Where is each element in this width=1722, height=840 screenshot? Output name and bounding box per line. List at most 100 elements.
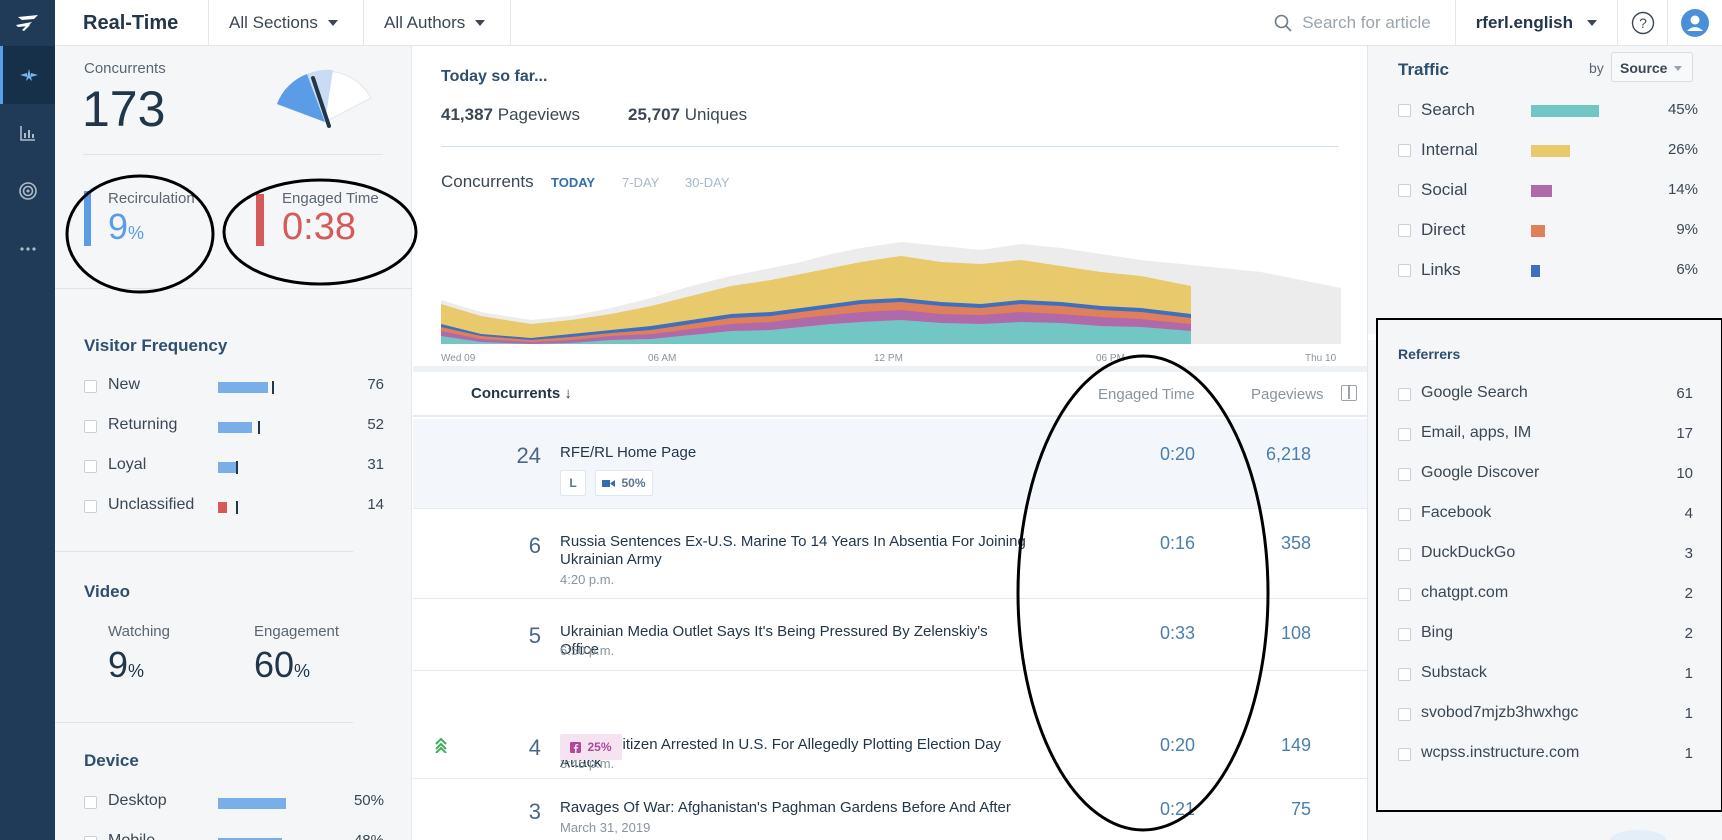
engaged-time-bar (256, 194, 264, 246)
row-title[interactable]: RFE/RL Home Page (560, 444, 697, 461)
user-avatar[interactable] (1668, 0, 1722, 46)
svg-text:?: ? (1639, 15, 1647, 31)
checkbox[interactable] (84, 836, 97, 840)
tag-landing[interactable]: L (560, 470, 586, 496)
traffic-bar (1531, 225, 1545, 237)
frequency-label: Unclassified (108, 496, 195, 513)
tab-today[interactable]: TODAY (551, 175, 596, 190)
checkbox[interactable] (1398, 264, 1411, 277)
table-row[interactable]: 6 Russia Sentences Ex-U.S. Marine To 14 … (413, 509, 1367, 599)
referrer-row[interactable]: chatgpt.com 2 (1398, 584, 1693, 606)
checkbox[interactable] (1398, 628, 1411, 641)
table-row[interactable]: 24 RFE/RL Home Page L 50% 0:20 6,218 (413, 419, 1367, 509)
video-engagement-unit: % (294, 661, 311, 681)
traffic-row-links[interactable]: Links 6% (1398, 260, 1698, 282)
referrer-row[interactable]: svobod7mjzb3hwxhgc 1 (1398, 704, 1693, 726)
col-pageviews[interactable]: Pageviews (1251, 386, 1324, 403)
columns-toggle-icon[interactable] (1341, 385, 1357, 401)
nav-target-icon[interactable] (0, 162, 55, 220)
chartbeat-logo[interactable] (0, 0, 55, 46)
referrer-label: DuckDuckGo (1421, 544, 1516, 561)
sort-concurrents[interactable]: Concurrents ↓ (471, 385, 572, 402)
checkbox[interactable] (84, 380, 97, 393)
referrer-row[interactable]: Facebook 4 (1398, 504, 1693, 526)
checkbox[interactable] (1398, 388, 1411, 401)
row-title[interactable]: Afghan Citizen Arrested In U.S. For Alle… (560, 736, 1002, 771)
referrer-row[interactable]: wcpss.instructure.com 1 (1398, 744, 1693, 766)
referrer-label: Substack (1421, 664, 1487, 681)
frequency-row-loyal[interactable]: Loyal 31 (84, 456, 384, 478)
checkbox[interactable] (1398, 144, 1411, 157)
frequency-label: Loyal (108, 456, 147, 473)
checkbox[interactable] (1398, 748, 1411, 761)
checkbox[interactable] (1398, 468, 1411, 481)
frequency-row-unclassified[interactable]: Unclassified 14 (84, 496, 384, 518)
row-title[interactable]: Ravages Of War: Afghanistan's Paghman Ga… (560, 799, 1011, 816)
site-selector[interactable]: rferl.english (1456, 0, 1618, 46)
tag-facebook[interactable]: 25% (560, 734, 622, 760)
row-concurrents: 5 (528, 623, 541, 648)
authors-dropdown-label: All Authors (384, 12, 466, 32)
authors-dropdown[interactable]: All Authors (364, 0, 511, 46)
row-engaged-time: 0:16 (1159, 533, 1195, 553)
referrer-row[interactable]: DuckDuckGo 3 (1398, 544, 1693, 566)
table-row[interactable]: 3 Ravages Of War: Afghanistan's Paghman … (413, 781, 1367, 840)
table-row[interactable]: 4 Afghan Citizen Arrested In U.S. For Al… (413, 671, 1367, 779)
traffic-source-dropdown[interactable]: Source (1611, 52, 1693, 82)
tab-7-day[interactable]: 7-DAY (622, 175, 660, 190)
traffic-row-direct[interactable]: Direct 9% (1398, 220, 1698, 242)
referrers-title: Referrers (1398, 346, 1461, 362)
referrer-label: Facebook (1421, 504, 1492, 521)
referrer-row[interactable]: Google Discover 10 (1398, 464, 1693, 486)
checkbox[interactable] (1398, 668, 1411, 681)
nav-reports-icon[interactable] (0, 104, 55, 162)
summary-panel: Concurrents 173 Recirculation 9% Engaged… (55, 46, 412, 840)
checkbox[interactable] (1398, 508, 1411, 521)
checkbox[interactable] (1398, 184, 1411, 197)
traffic-row-social[interactable]: Social 14% (1398, 180, 1698, 202)
referrer-row[interactable]: Bing 2 (1398, 624, 1693, 646)
checkbox[interactable] (84, 500, 97, 513)
recirculation-metric[interactable]: Recirculation 9% (84, 186, 214, 256)
help-icon: ? (1631, 11, 1654, 34)
video-engagement-label: Engagement (254, 623, 340, 640)
tab-30-day[interactable]: 30-DAY (685, 175, 730, 190)
chart-series-search (441, 320, 1191, 344)
nav-realtime-icon[interactable] (0, 46, 55, 104)
tag-video[interactable]: 50% (595, 470, 653, 496)
frequency-row-new[interactable]: New 76 (84, 376, 384, 398)
table-row[interactable]: 5 Ukrainian Media Outlet Says It's Being… (413, 599, 1367, 671)
nav-more-icon[interactable] (0, 220, 55, 278)
checkbox[interactable] (1398, 548, 1411, 561)
engaged-time-metric[interactable]: Engaged Time 0:38 (256, 186, 396, 256)
device-row-desktop[interactable]: Desktop 50% (84, 792, 384, 814)
chevron-down-icon (475, 19, 486, 26)
checkbox[interactable] (84, 796, 97, 809)
row-title[interactable]: Ukrainian Media Outlet Says It's Being P… (560, 623, 988, 658)
traffic-row-internal[interactable]: Internal 26% (1398, 140, 1698, 162)
checkbox[interactable] (84, 460, 97, 473)
referrer-row[interactable]: Google Search 61 (1398, 384, 1693, 406)
help-button[interactable]: ? (1618, 0, 1668, 46)
chevron-down-icon (1674, 66, 1682, 71)
checkbox[interactable] (1398, 224, 1411, 237)
frequency-row-returning[interactable]: Returning 52 (84, 416, 384, 438)
concurrents-value: 173 (82, 81, 166, 137)
referrer-value: 61 (1676, 385, 1693, 402)
row-title[interactable]: Russia Sentences Ex-U.S. Marine To 14 Ye… (560, 533, 1026, 568)
referrer-value: 3 (1684, 545, 1693, 562)
device-row-mobile[interactable]: Mobile 48% (84, 832, 384, 840)
checkbox[interactable] (1398, 708, 1411, 721)
concurrents-label: Concurrents (84, 60, 166, 77)
col-engaged-time[interactable]: Engaged Time (1098, 386, 1195, 403)
article-search[interactable]: Search for article (1274, 0, 1456, 46)
referrer-row[interactable]: Substack 1 (1398, 664, 1693, 686)
checkbox[interactable] (1398, 104, 1411, 117)
checkbox[interactable] (1398, 428, 1411, 441)
checkbox[interactable] (84, 420, 97, 433)
checkbox[interactable] (1398, 588, 1411, 601)
traffic-row-search[interactable]: Search 45% (1398, 100, 1698, 122)
referrer-row[interactable]: Email, apps, IM 17 (1398, 424, 1693, 446)
sections-dropdown[interactable]: All Sections (209, 0, 364, 46)
col-concurrents-label: Concurrents (471, 385, 561, 402)
